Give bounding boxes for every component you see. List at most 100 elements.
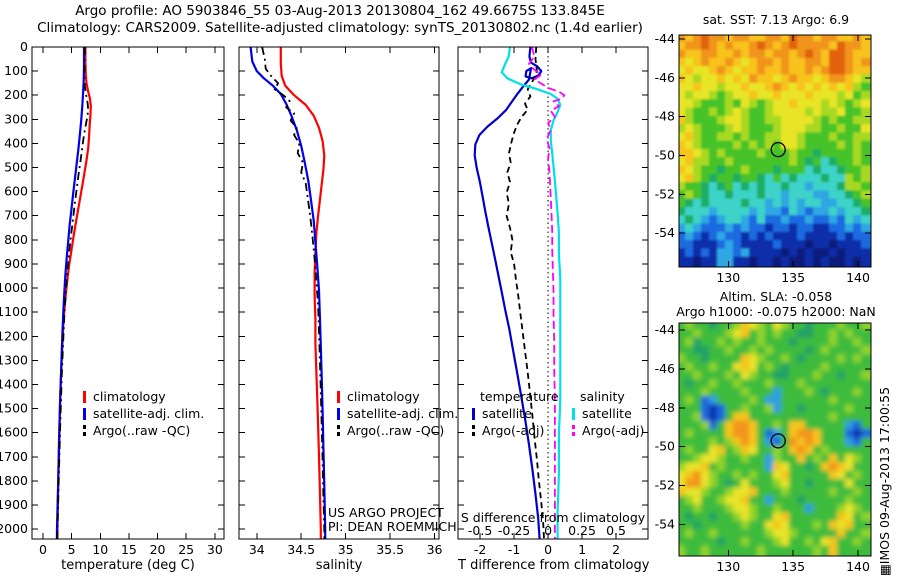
heat-cell (861, 487, 871, 500)
heat-cell (679, 495, 689, 509)
legend-item-label: satellite-adj. clim. (93, 406, 205, 421)
heat-cell (679, 545, 689, 556)
heat-cell (679, 520, 689, 533)
heat-cell (805, 35, 817, 46)
legend-item-label: Argo(..raw -QC) (93, 423, 191, 438)
heat-cell (679, 462, 689, 475)
x-tick-label: -1 (508, 542, 520, 557)
heat-cell (709, 256, 721, 267)
heat-cell (861, 462, 871, 475)
heat-cell (679, 74, 689, 87)
legend-line-sample (472, 424, 475, 437)
heat-cell (685, 323, 697, 334)
legend-line-sample (337, 407, 340, 420)
project-credit-line2: PI: DEAN ROEMMICH (328, 518, 457, 534)
heat-cell (733, 323, 745, 334)
heat-cell (781, 35, 793, 46)
heat-cell (679, 198, 689, 211)
legend-diff-temperature: temperature satellite Argo(-adj) (472, 388, 559, 439)
imos-credit-text: IMOS 09-Aug-2013 17:00:55 (877, 386, 892, 565)
depth-tick-label: -46 (655, 361, 675, 376)
heat-cell (861, 404, 871, 417)
heat-cell (679, 512, 689, 525)
heat-cell (749, 323, 761, 334)
sla-map-cells (679, 323, 871, 556)
heat-cell (845, 35, 857, 46)
depth-tick-label: -48 (655, 109, 675, 124)
heat-cell (725, 323, 737, 334)
float-position-marker (770, 141, 786, 158)
x-tick-label: 130 (716, 270, 740, 285)
heat-cell (861, 370, 871, 384)
heat-cell (701, 35, 713, 46)
heat-cell (765, 35, 777, 46)
heat-cell (861, 207, 871, 220)
heat-cell (789, 35, 801, 46)
heat-cell (765, 545, 777, 556)
heat-cell (781, 545, 793, 556)
depth-tick-label: -52 (655, 186, 675, 201)
sla-map-title: Altim. SLA: -0.058 Argo h1000: -0.075 h2… (652, 289, 900, 319)
heat-cell (845, 256, 857, 267)
heat-cell (805, 256, 817, 267)
heat-cell (679, 240, 689, 253)
heat-cell (693, 35, 705, 46)
depth-tick-label: -46 (655, 70, 675, 85)
heat-cell (829, 323, 841, 334)
heat-cell (861, 256, 871, 267)
legend-item: Argo(-adj) (572, 422, 644, 439)
heat-cell (853, 256, 865, 267)
depth-tick-label: 1900 (0, 497, 28, 512)
depth-tick-label: -44 (655, 31, 675, 46)
x-tick-label: 10 (92, 542, 108, 557)
depth-tick-label: 100 (4, 63, 28, 78)
legend-item-label: satellite (582, 406, 632, 421)
heat-cell (717, 323, 729, 334)
heat-cell (679, 346, 689, 359)
heat-cell (861, 66, 871, 79)
heat-cell (765, 323, 777, 334)
heat-cell (679, 470, 689, 484)
heat-cell (717, 256, 729, 267)
heat-cell (861, 140, 871, 153)
heat-cell (679, 190, 689, 203)
heat-cell (749, 256, 761, 267)
imos-logo-icon: ▦ (877, 564, 892, 576)
heat-cell (861, 337, 871, 350)
heat-cell (861, 248, 871, 261)
depth-tick-label: 1100 (0, 304, 28, 319)
heat-cell (861, 190, 871, 203)
heat-cell (837, 35, 849, 46)
heat-cell (679, 429, 689, 442)
series-t-diff-satellite (473, 47, 543, 539)
heat-cell (679, 487, 689, 500)
heat-cell (685, 256, 697, 267)
legend-item-label: Argo(-adj) (582, 423, 645, 438)
heat-cell (853, 545, 865, 556)
heat-cell (741, 323, 753, 334)
axis-box (31, 46, 225, 540)
imos-credit: ▦IMOS 09-Aug-2013 17:00:55 (877, 387, 892, 576)
depth-tick-label: 1300 (0, 352, 28, 367)
heat-cell (679, 182, 689, 195)
x-tick-label: 34.5 (287, 542, 315, 557)
s-axis-tick-label: 0.5 (606, 523, 626, 538)
heat-cell (679, 387, 689, 400)
heat-cell (829, 545, 841, 556)
heat-cell (717, 35, 729, 46)
heat-cell (861, 231, 871, 245)
heat-cell (685, 35, 697, 46)
axis-box (678, 34, 872, 268)
heat-cell (773, 323, 785, 334)
heat-cell (709, 35, 721, 46)
legend-item: Argo(-adj) (472, 422, 559, 439)
heat-cell (861, 395, 871, 409)
heat-cell (741, 35, 753, 46)
heat-cell (679, 173, 689, 187)
legend-salinity-profile: climatology satellite-adj. clim. Argo(..ra… (337, 388, 458, 439)
heat-cell (797, 35, 809, 46)
sla-map-title-line2: Argo h1000: -0.075 h2000: NaN (676, 303, 876, 319)
project-credit-line1: US ARGO PROJECT (328, 505, 444, 520)
